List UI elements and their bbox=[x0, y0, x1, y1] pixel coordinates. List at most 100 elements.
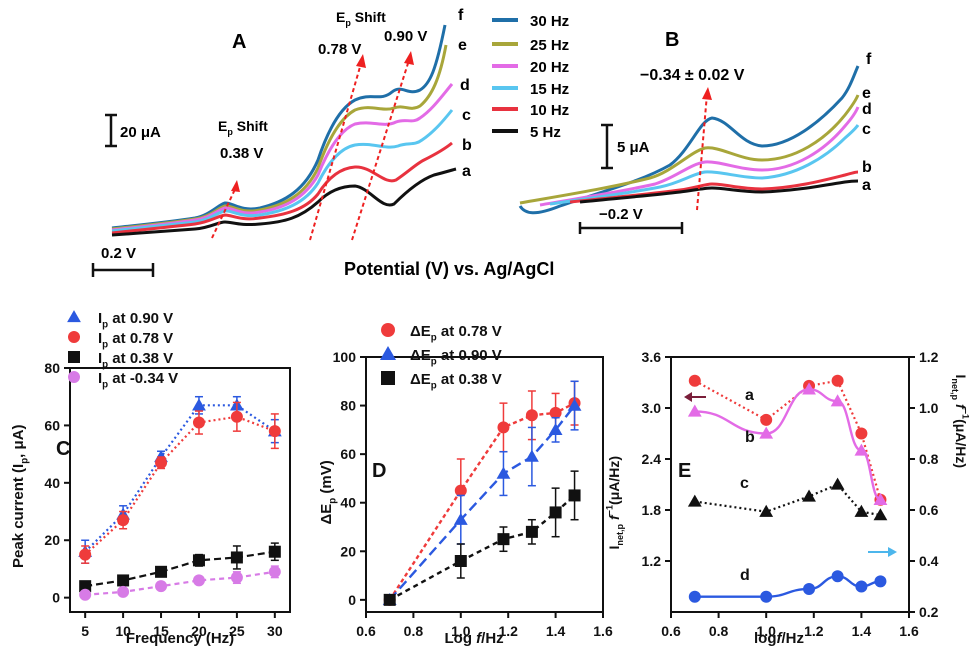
panel-e-point bbox=[830, 394, 845, 407]
panel-c-xtick-label: 15 bbox=[153, 623, 169, 639]
panel-d-point bbox=[525, 449, 539, 462]
panel-b-label: B bbox=[665, 29, 679, 51]
panel-d-xtick-label: 1.0 bbox=[451, 623, 471, 639]
panel-d-series-line bbox=[388, 404, 576, 601]
panel-b-curve-20hz bbox=[539, 106, 860, 207]
panel-d-xtick-label: 0.6 bbox=[356, 623, 376, 639]
panel-d-point bbox=[497, 533, 510, 546]
panel-b-curve-30hz bbox=[518, 65, 860, 215]
panel-e-right-axis-arrowhead bbox=[888, 547, 897, 557]
panel-e-point bbox=[687, 404, 702, 417]
panel-c-point bbox=[155, 580, 168, 593]
panel-e-point bbox=[759, 426, 774, 439]
panel-e-label: E bbox=[678, 460, 691, 482]
panel-c-legend-marker bbox=[68, 351, 80, 363]
panel-e-xtick-label: 0.6 bbox=[661, 623, 681, 639]
panel-d-point bbox=[548, 422, 563, 436]
legend-25hz: 25 Hz bbox=[530, 37, 569, 54]
panel-c-ytick-label: 40 bbox=[44, 475, 60, 491]
panel-d-point bbox=[496, 466, 511, 479]
panel-e-series-label: d bbox=[740, 567, 750, 584]
panel-c-point bbox=[117, 514, 130, 527]
panel-c-legend-marker bbox=[67, 310, 81, 323]
panel-e-xtick-label: 1.2 bbox=[804, 623, 824, 639]
panel-e-point bbox=[759, 504, 774, 517]
panel-d-legend-label: ΔEp at 0.38 V bbox=[410, 371, 502, 392]
panel-c-legend-label: Ip at -0.34 V bbox=[98, 370, 178, 391]
panel-a-letter-d: d bbox=[460, 77, 470, 94]
panel-a-curve-15hz bbox=[111, 109, 454, 233]
panel-e-point bbox=[831, 570, 844, 583]
panel-b-letter-f: f bbox=[866, 51, 872, 68]
panel-e-xtick-label: 1.0 bbox=[756, 623, 776, 639]
panel-e-ytick-right-label: 0.4 bbox=[919, 553, 939, 569]
panel-e-xtick-label: 1.6 bbox=[899, 623, 919, 639]
panel-c-series-line bbox=[84, 415, 276, 556]
panel-a-curve-5hz bbox=[111, 167, 457, 237]
panel-e-series-label: a bbox=[745, 387, 754, 404]
panel-a-ep-shift-value-left: 0.78 V bbox=[318, 41, 361, 58]
panel-c-label: C bbox=[56, 438, 70, 460]
panel-e-point bbox=[831, 374, 844, 387]
panel-d-legend-label: ΔEp at 0.78 V bbox=[410, 323, 502, 344]
panel-e-point bbox=[760, 413, 773, 426]
panel-c-point bbox=[268, 425, 281, 438]
panel-e-point bbox=[688, 590, 701, 603]
panel-b-curve-15hz bbox=[549, 124, 860, 206]
panel-e-point bbox=[802, 489, 816, 502]
panel-c-point bbox=[192, 398, 206, 411]
panel-c-legend-label: Ip at 0.90 V bbox=[98, 310, 173, 331]
panel-e-point bbox=[854, 443, 869, 456]
panel-b-letter-c: c bbox=[862, 121, 871, 138]
legend-5hz: 5 Hz bbox=[530, 124, 561, 141]
panel-c-xtick-label: 30 bbox=[267, 623, 283, 639]
panel-d-ytick-label: 80 bbox=[340, 398, 356, 414]
panel-d-xlabel: Log f/Hz bbox=[445, 630, 504, 647]
panel-b-peak-arrow bbox=[696, 93, 708, 211]
panel-e-ytick-left-label: 1.8 bbox=[642, 502, 662, 518]
panel-e-point bbox=[760, 590, 773, 603]
panel-a-label: A bbox=[232, 31, 246, 53]
panel-c-point bbox=[230, 551, 243, 564]
panel-e-xlabel: logf/Hz bbox=[754, 630, 804, 647]
panel-c-series-line bbox=[85, 570, 275, 596]
panel-c-point bbox=[230, 410, 243, 423]
panel-e-point bbox=[688, 374, 701, 387]
panel-d-point bbox=[567, 398, 582, 411]
panel-e-ytick-left-label: 2.4 bbox=[642, 451, 662, 467]
panel-e-ytick-left-label: 3.0 bbox=[642, 400, 662, 416]
panel-e-point bbox=[802, 382, 816, 395]
panel-d-frame bbox=[365, 356, 604, 613]
panel-e-series-line bbox=[694, 388, 882, 501]
panel-d-legend-marker bbox=[379, 345, 397, 361]
panel-b-letter-a: a bbox=[862, 177, 871, 194]
panel-d-legend-marker bbox=[381, 371, 395, 385]
panel-c-ytick-label: 60 bbox=[44, 417, 60, 433]
panel-d-ytick-label: 20 bbox=[340, 543, 356, 559]
panel-e-ytick-right-label: 1.0 bbox=[919, 400, 939, 416]
panel-e-ytick-left-label: 3.6 bbox=[642, 349, 662, 365]
panel-c-xtick-label: 5 bbox=[81, 623, 89, 639]
legend-15hz: 15 Hz bbox=[530, 81, 569, 98]
panel-a: A 20 μA 0.2 V Ep Shift 0.38 V Ep Shift 0… bbox=[91, 7, 472, 277]
panel-e-ylabel-left: Inet,p f−1(μA/Hz) bbox=[605, 456, 626, 550]
panel-e-point bbox=[830, 477, 845, 490]
panel-a-letter-f: f bbox=[458, 7, 464, 24]
panel-d-point bbox=[454, 555, 467, 567]
panel-e-point bbox=[855, 427, 868, 440]
panel-e-ytick-right-label: 0.6 bbox=[919, 502, 939, 518]
panel-b-potential-scale-label: −0.2 V bbox=[599, 206, 643, 223]
panel-c-point bbox=[192, 416, 205, 429]
panel-d-point bbox=[453, 512, 468, 525]
panel-a-shift-arrows bbox=[211, 56, 411, 241]
panel-d-xtick-label: 1.4 bbox=[546, 623, 566, 639]
panel-a-letter-c: c bbox=[462, 107, 471, 124]
panel-c-ytick-label: 20 bbox=[44, 532, 60, 548]
panel-c-point bbox=[192, 554, 205, 567]
panel-d-point bbox=[525, 525, 538, 538]
panel-a-letter-e: e bbox=[458, 37, 467, 54]
panel-d-series-line bbox=[389, 494, 576, 601]
panel-d-point bbox=[549, 506, 562, 519]
panel-b-curve-10hz bbox=[569, 170, 859, 204]
panel-a-ep-shift-low-value: 0.38 V bbox=[220, 145, 263, 162]
